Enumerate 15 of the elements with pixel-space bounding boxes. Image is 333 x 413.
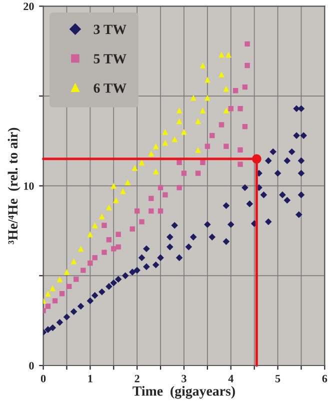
x-tick-label: 3	[182, 374, 186, 382]
y-tick-label: 10	[24, 182, 34, 190]
x-tick-label: 6	[322, 374, 328, 382]
legend-label: 3 TW	[94, 24, 126, 34]
y-axis-title: ³He/⁴He (rel. to air)	[8, 128, 20, 244]
x-tick-label: 0	[40, 374, 46, 382]
x-axis-title: Time (gigayears)	[132, 386, 235, 399]
y-tick-label: 20	[24, 2, 34, 10]
legend-label: 5 TW	[94, 54, 126, 64]
x-tick-label: 1	[88, 374, 92, 382]
x-tick-label: 4	[228, 374, 234, 382]
x-tick-label: 2	[134, 374, 140, 382]
x-tick-label: 5	[275, 374, 280, 382]
y-tick-label: 0	[29, 362, 34, 370]
legend-label: 6 TW	[94, 83, 126, 93]
